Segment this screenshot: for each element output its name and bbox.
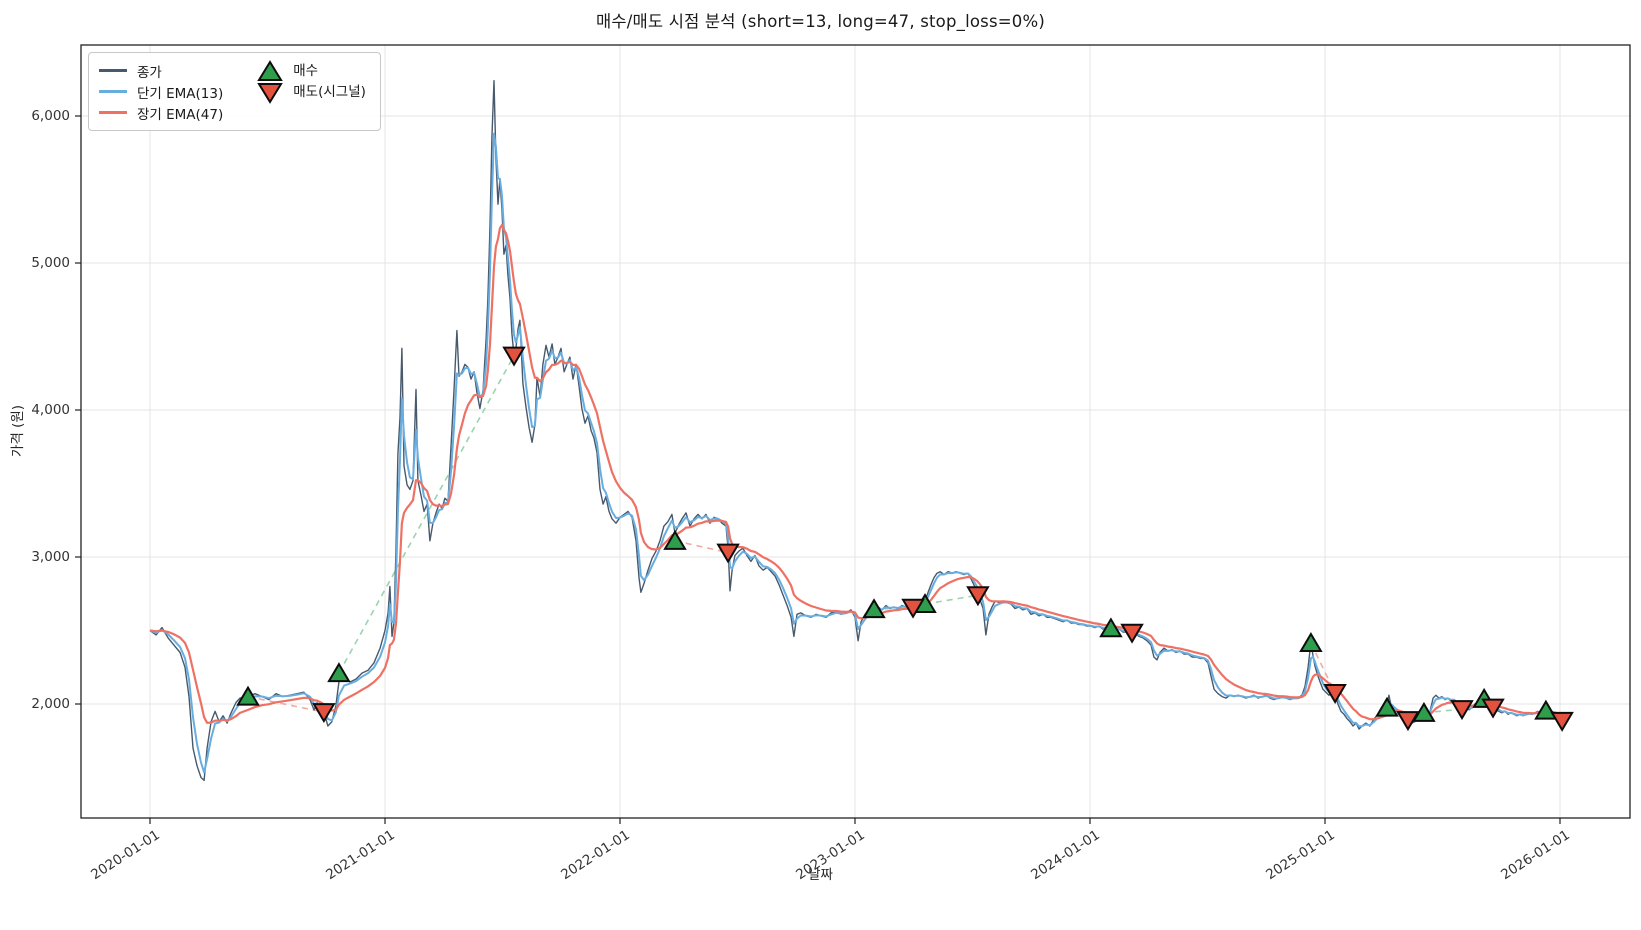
y-tick-label: 2,000 xyxy=(31,696,70,712)
legend-label-ema-short: 단기 EMA(13) xyxy=(137,85,224,102)
sell-triangle-icon xyxy=(257,83,284,104)
trade-connector xyxy=(247,695,325,713)
sell-marker[interactable] xyxy=(1120,623,1144,644)
y-tick-label: 6,000 xyxy=(31,108,70,124)
ema-long-line-swatch xyxy=(99,111,127,114)
legend-signal-entries: 매수 매도(시그널) xyxy=(257,60,366,104)
trade-connector xyxy=(924,594,979,605)
legend-label-sell: 매도(시그널) xyxy=(293,84,366,100)
ema-short-line-swatch xyxy=(99,90,127,93)
buy-triangle-icon xyxy=(257,60,284,81)
legend-item-ema-long: 장기 EMA(47) xyxy=(99,102,223,123)
buy-marker[interactable] xyxy=(663,529,687,550)
sell-marker[interactable] xyxy=(1450,700,1474,721)
trade-connector xyxy=(338,355,515,674)
x-axis-label: 날짜 xyxy=(808,867,833,883)
sell-marker[interactable] xyxy=(1550,711,1574,732)
buy-marker[interactable] xyxy=(236,685,260,706)
legend-label-buy: 매수 xyxy=(293,63,319,79)
chart-title: 매수/매도 시점 분석 (short=13, long=47, stop_los… xyxy=(596,12,1045,31)
ema-long-line xyxy=(149,223,1566,724)
buy-marker[interactable] xyxy=(1099,617,1123,638)
sell-marker[interactable] xyxy=(1396,711,1420,732)
buy-marker[interactable] xyxy=(1534,699,1558,720)
legend-label-close: 종가 xyxy=(137,64,162,81)
legend-label-ema-long: 장기 EMA(47) xyxy=(137,106,224,123)
sell-marker[interactable] xyxy=(1481,698,1505,719)
sell-marker[interactable] xyxy=(502,346,526,367)
legend[interactable]: 종가 단기 EMA(13) 장기 EMA(47) 매수 매도(시그널) xyxy=(88,52,381,131)
close-line-swatch xyxy=(99,69,127,72)
buy-marker[interactable] xyxy=(1375,696,1399,717)
buy-marker[interactable] xyxy=(327,662,351,683)
sell-marker[interactable] xyxy=(966,586,990,607)
sell-marker[interactable] xyxy=(1323,683,1347,704)
buy-sell-marker-icon xyxy=(257,60,284,104)
sell-marker[interactable] xyxy=(716,543,740,564)
legend-line-entries: 종가 단기 EMA(13) 장기 EMA(47) xyxy=(99,60,223,123)
legend-item-ema-short: 단기 EMA(13) xyxy=(99,81,223,102)
legend-item-close: 종가 xyxy=(99,60,223,81)
y-tick-label: 5,000 xyxy=(31,255,70,271)
y-tick-label: 4,000 xyxy=(31,402,70,418)
sell-marker[interactable] xyxy=(901,598,925,619)
ema-short-line xyxy=(149,132,1566,774)
buy-marker[interactable] xyxy=(862,598,886,619)
buy-marker[interactable] xyxy=(1299,632,1323,652)
sell-marker[interactable] xyxy=(312,703,336,724)
y-tick-label: 3,000 xyxy=(31,549,70,565)
trade-connector xyxy=(674,540,729,554)
